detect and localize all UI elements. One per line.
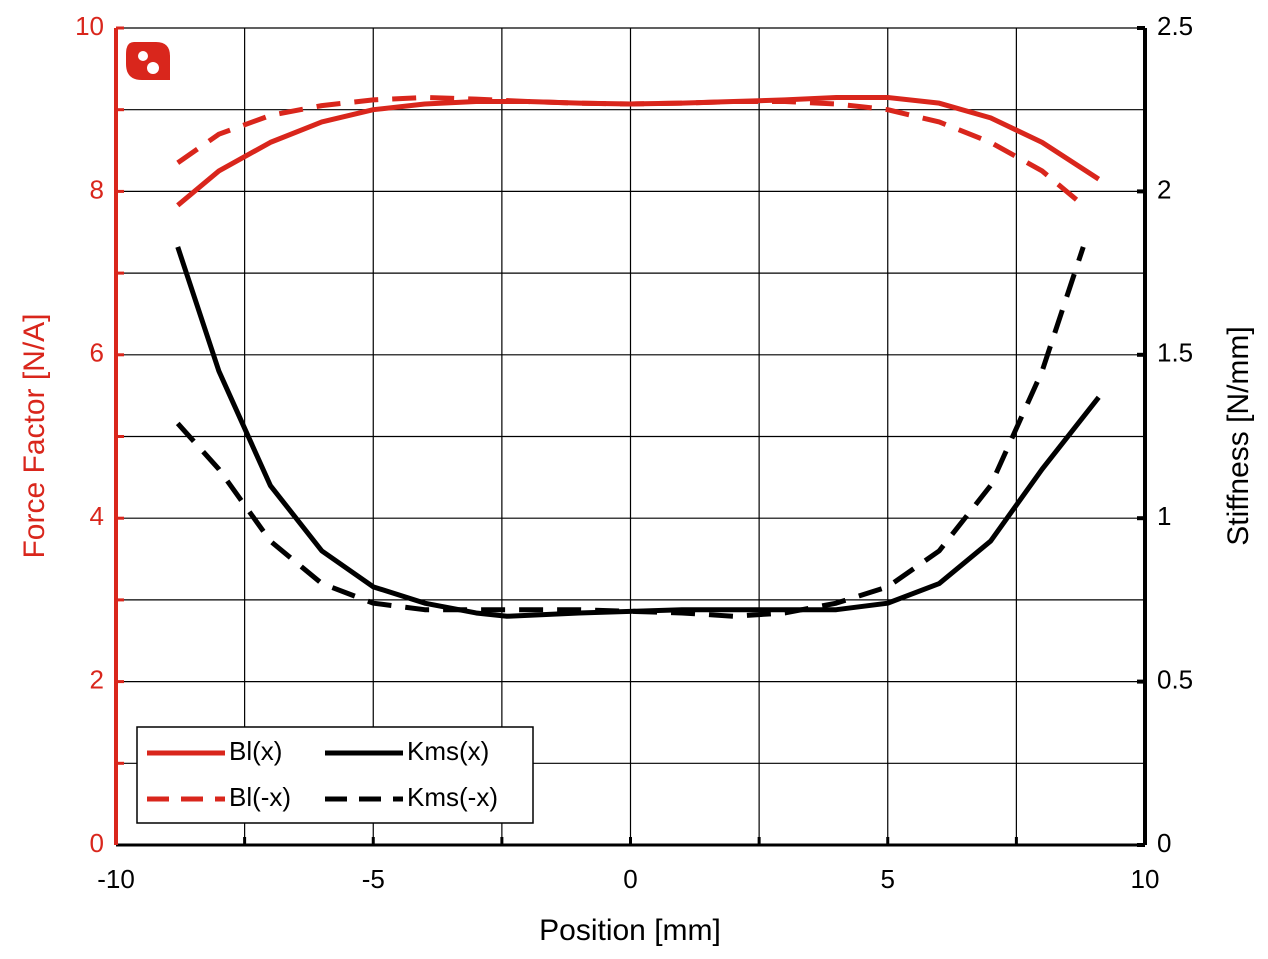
y2-tick-label: 2 [1157, 174, 1171, 204]
y2-tick-label: 0.5 [1157, 664, 1193, 694]
legend-box [136, 726, 534, 824]
y2-tick-label: 1.5 [1157, 338, 1193, 368]
legend-label: Bl(-x) [229, 782, 291, 812]
y2-tick-label: 0 [1157, 828, 1171, 858]
data-line [176, 94, 1085, 208]
x-tick-label: 0 [623, 864, 637, 894]
logo-shape [126, 42, 170, 80]
y2-tick-label: 1 [1157, 501, 1171, 531]
data-line [175, 246, 1101, 619]
y2-tick-label: 2.5 [1157, 11, 1193, 41]
legend: Bl(x) Bl(-x) Kms(x) Kms(-x) [136, 726, 534, 824]
legend-label: Bl(x) [229, 736, 282, 766]
data-line [175, 246, 1086, 619]
y-tick-label: 0 [90, 828, 104, 858]
y-tick-label: 2 [90, 664, 104, 694]
y-tick-label: 10 [75, 11, 104, 41]
legend-label: Kms(-x) [407, 782, 498, 812]
x-tick-label: 5 [881, 864, 895, 894]
x-tick-label: 10 [1131, 864, 1160, 894]
logo-dot [138, 51, 148, 61]
logo [126, 42, 170, 80]
y-tick-label: 6 [90, 338, 104, 368]
y-tick-label: 8 [90, 174, 104, 204]
axes: -10 -5 0 5 10 0 2 4 6 8 10 0 0.5 1 1.5 2 2.5 [75, 11, 1193, 894]
y-tick-label: 4 [90, 501, 104, 531]
lines [175, 94, 1101, 619]
y2-axis-label: Stiffness [N/mm] [1222, 326, 1255, 546]
x-tick-label: -10 [97, 864, 135, 894]
logo-dot [147, 62, 159, 74]
x-axis-label: Position [mm] [539, 914, 721, 947]
x-tick-label: -5 [362, 864, 385, 894]
legend-label: Kms(x) [407, 736, 489, 766]
y-axis-label: Force Factor [N/A] [18, 313, 51, 558]
